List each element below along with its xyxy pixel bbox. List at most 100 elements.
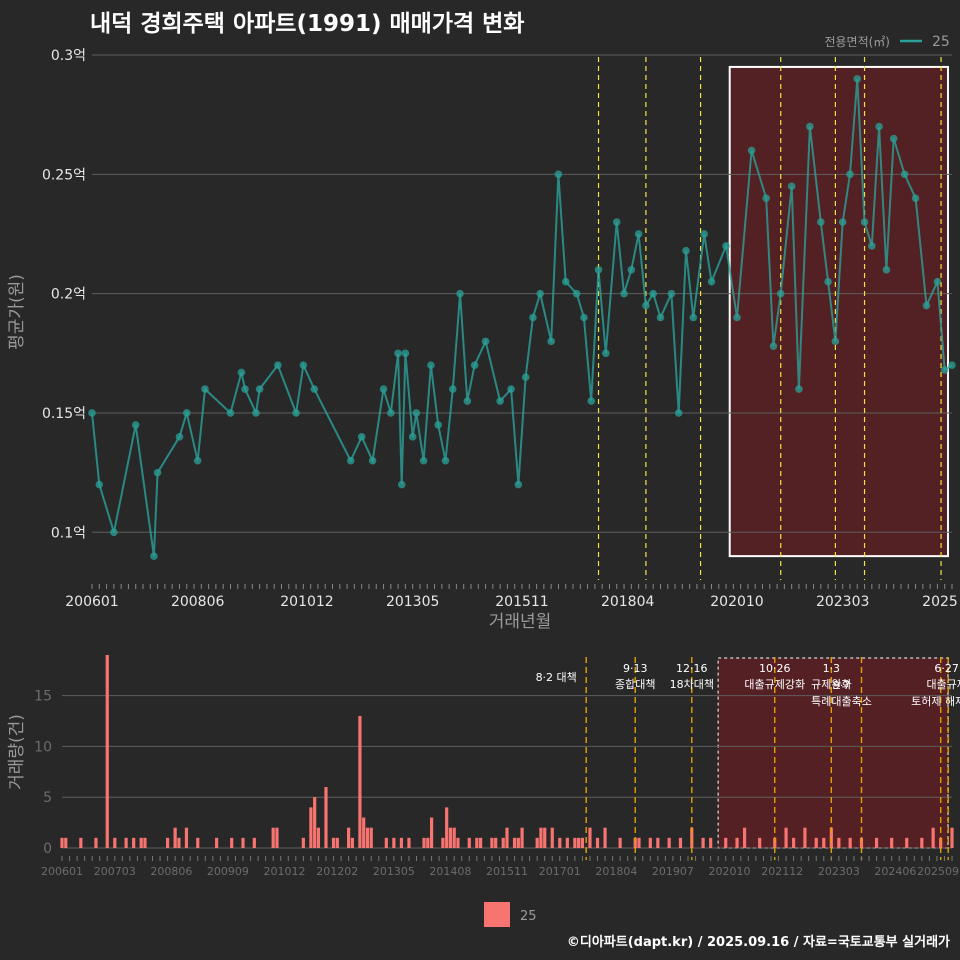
y-tick-label: 0.1억 [51,525,86,541]
price-point [496,397,504,405]
volume-bar [678,837,683,848]
volume-bar [950,827,954,848]
y-tick-label: 0.2억 [51,287,86,303]
volume-bar [335,837,339,848]
volume-x-tick-label: 200703 [94,865,136,878]
price-point [310,385,319,393]
volume-bar [588,827,592,848]
price-point [427,361,435,370]
price-point [412,409,421,417]
volume-bar [558,837,562,848]
volume-bar [452,827,456,848]
policy-label: 9·7 특례대출축소 [811,679,872,708]
price-point [948,361,956,370]
volume-bar [701,837,705,848]
y-tick-label: 0.15억 [42,406,86,422]
policy-label: 12·16 18차대책 [670,662,714,691]
volume-bar [479,837,483,848]
chart-title: 내덕 경희주택 아파트(1991) 매매가격 변화 [90,11,525,37]
volume-bar [742,827,747,848]
price-point [733,313,741,322]
volume-bar [535,837,539,848]
price-point [824,277,832,286]
price-point [627,265,636,274]
price-point [689,313,698,322]
volume-bar [230,837,234,848]
price-point [110,528,118,537]
volume-bar [667,837,671,848]
price-point [368,456,377,465]
price-point [456,289,464,298]
volume-bar [648,837,652,848]
volume-bar [384,837,388,848]
volume-y-tick-label: 5 [43,790,52,806]
volume-bar [392,837,396,848]
volume-bar [301,837,305,848]
price-point [875,122,883,131]
volume-bar [124,837,128,848]
volume-x-tick-label: 201907 [652,865,694,878]
x-tick-label: 2025 [922,594,958,610]
volume-y-axis-title: 거래량(건) [7,714,27,790]
volume-bar [758,837,762,848]
volume-bar [369,827,373,848]
price-point [682,246,690,255]
volume-bar [837,837,841,848]
price-point [674,409,683,417]
price-point [182,409,191,417]
price-point [441,456,450,465]
volume-bar [814,837,818,848]
volume-bar [803,827,807,848]
volume-bar [143,837,147,848]
x-tick-label: 201804 [601,594,655,610]
price-point [776,289,785,298]
price-point [507,385,515,393]
price-point [529,313,537,322]
volume-bar [139,837,143,848]
price-point [448,385,457,393]
volume-bar [456,837,460,848]
volume-bar [316,827,321,848]
price-point [817,218,825,226]
volume-bar [64,837,68,848]
volume-bar [920,837,924,848]
price-point [587,397,596,405]
volume-bar [931,827,935,848]
price-point [131,421,140,429]
footer-credit: ©디아파트(dapt.kr) / 2025.09.16 / 자료=국토교통부 실… [566,935,950,950]
volume-bar [637,837,641,848]
price-point [241,385,249,393]
x-tick-label: 202303 [816,594,869,610]
volume-bar [874,837,879,848]
volume-bar [94,837,98,848]
price-point [346,456,355,465]
volume-bar [422,837,426,848]
price-point [911,194,920,202]
x-tick-label: 200806 [171,594,225,610]
volume-bar [79,837,83,848]
x-tick-label: 201305 [386,594,439,610]
price-point [401,349,410,358]
highlight-region [728,65,949,558]
y-tick-label: 0.3억 [51,48,86,64]
price-point [387,409,395,417]
volume-bar [543,827,547,848]
price-point [547,337,555,346]
volume-x-tick-label: 201408 [429,865,471,878]
policy-label: 토허제 해제 [911,694,960,708]
y-axis-title: 평균가(원) [7,274,27,350]
price-point [747,146,756,155]
price-point [940,366,949,374]
volume-bar [505,827,509,848]
volume-bar [539,827,543,848]
price-point [481,337,490,346]
policy-label: 1·3 규제완화 [811,662,851,691]
policy-label: 8·2 대책 [536,671,577,684]
volume-bar [490,837,494,848]
price-point [612,218,621,226]
volume-y-tick-label: 10 [34,739,52,755]
price-point [700,230,709,238]
volume-bar [550,827,554,848]
volume-bar [467,837,471,848]
